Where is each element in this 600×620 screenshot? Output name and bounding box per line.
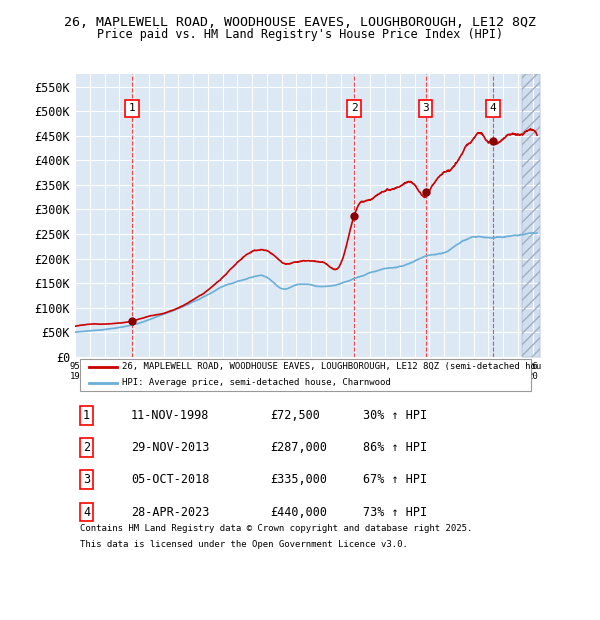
Text: 30% ↑ HPI: 30% ↑ HPI <box>364 409 427 422</box>
Text: £335,000: £335,000 <box>270 474 328 487</box>
Text: 05-OCT-2018: 05-OCT-2018 <box>131 474 209 487</box>
Text: 2: 2 <box>351 104 358 113</box>
Text: 1: 1 <box>83 409 90 422</box>
Text: 28-APR-2023: 28-APR-2023 <box>131 505 209 518</box>
Text: 1: 1 <box>129 104 136 113</box>
Text: 11-NOV-1998: 11-NOV-1998 <box>131 409 209 422</box>
Text: Price paid vs. HM Land Registry's House Price Index (HPI): Price paid vs. HM Land Registry's House … <box>97 28 503 41</box>
Text: 29-NOV-2013: 29-NOV-2013 <box>131 441 209 454</box>
Text: 4: 4 <box>490 104 497 113</box>
Text: £440,000: £440,000 <box>270 505 328 518</box>
Point <box>349 211 359 221</box>
Text: £72,500: £72,500 <box>270 409 320 422</box>
Text: 26, MAPLEWELL ROAD, WOODHOUSE EAVES, LOUGHBOROUGH, LE12 8QZ (semi-detached hou: 26, MAPLEWELL ROAD, WOODHOUSE EAVES, LOU… <box>121 362 541 371</box>
FancyBboxPatch shape <box>80 359 531 391</box>
Text: 2: 2 <box>83 441 90 454</box>
Text: 3: 3 <box>422 104 429 113</box>
Text: 67% ↑ HPI: 67% ↑ HPI <box>364 474 427 487</box>
Text: HPI: Average price, semi-detached house, Charnwood: HPI: Average price, semi-detached house,… <box>121 378 390 387</box>
Point <box>488 136 498 146</box>
Text: 86% ↑ HPI: 86% ↑ HPI <box>364 441 427 454</box>
Text: 73% ↑ HPI: 73% ↑ HPI <box>364 505 427 518</box>
Text: 26, MAPLEWELL ROAD, WOODHOUSE EAVES, LOUGHBOROUGH, LE12 8QZ: 26, MAPLEWELL ROAD, WOODHOUSE EAVES, LOU… <box>64 16 536 29</box>
Text: Contains HM Land Registry data © Crown copyright and database right 2025.: Contains HM Land Registry data © Crown c… <box>80 524 472 533</box>
Text: £287,000: £287,000 <box>270 441 328 454</box>
Point <box>127 316 137 326</box>
Text: 4: 4 <box>83 505 90 518</box>
Text: 3: 3 <box>83 474 90 487</box>
Text: This data is licensed under the Open Government Licence v3.0.: This data is licensed under the Open Gov… <box>80 539 407 549</box>
Point <box>421 187 431 197</box>
